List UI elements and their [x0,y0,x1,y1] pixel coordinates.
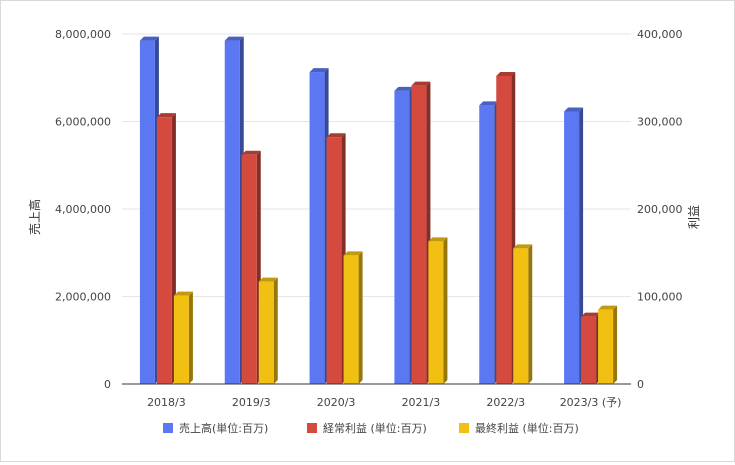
legend-swatch [459,423,469,433]
bar [479,101,499,384]
y-right-tick-label: 100,000 [637,291,683,304]
gridlines [122,33,631,297]
bar [496,72,516,384]
bar [326,133,346,384]
x-tick-label: 2018/3 [147,396,186,409]
legend-label: 最終利益 (単位:百万) [475,421,579,435]
y-left-tick-label: 2,000,000 [55,291,111,304]
bar [581,312,601,384]
legend-label: 売上高(単位:百万) [179,421,268,435]
legend-item: 最終利益 (単位:百万) [459,421,579,435]
legend-item: 売上高(単位:百万) [163,421,268,435]
y-left-tick-label: 4,000,000 [55,203,111,216]
legend: 売上高(単位:百万) 経常利益 (単位:百万) 最終利益 (単位:百万) [163,421,579,435]
y-left-tick-label: 0 [104,378,111,391]
bar [309,68,329,384]
legend-swatch [163,423,173,433]
x-tick-label: 2022/3 [486,396,525,409]
legend-swatch [307,423,317,433]
bar [428,237,448,384]
bar [564,107,584,384]
x-tick-label: 2019/3 [232,396,271,409]
y-left-tick-label: 8,000,000 [55,28,111,41]
y-right-tick-label: 300,000 [637,116,683,129]
legend-item: 経常利益 (単位:百万) [307,421,427,435]
bar [513,244,533,384]
bar [598,305,618,384]
legend-label: 経常利益 (単位:百万) [323,421,427,435]
tick-labels: 0 0 2,000,000 100,000 4,000,000 200,000 6,000,… [55,28,682,391]
x-tick-labels: 2018/3 2019/3 2020/3 2021/3 2022/3 2023/3 (予) [147,396,621,409]
y-right-tick-label: 400,000 [637,28,683,41]
y-axis-label-right: 利益 [687,205,701,229]
bar [258,277,278,384]
bar [224,36,244,384]
bar [343,251,363,384]
x-tick-label: 2023/3 (予) [560,396,622,409]
y-left-tick-label: 6,000,000 [55,116,111,129]
bar [173,291,193,384]
y-right-tick-label: 200,000 [637,203,683,216]
bar [139,36,159,384]
bar [394,86,414,384]
bars [139,36,618,384]
bar [156,113,176,384]
bar [411,81,431,384]
x-tick-label: 2020/3 [317,396,356,409]
y-axis-label-left: 売上高 [27,199,42,235]
y-right-tick-label: 0 [637,378,644,391]
x-tick-label: 2021/3 [402,396,441,409]
bar [241,150,261,384]
